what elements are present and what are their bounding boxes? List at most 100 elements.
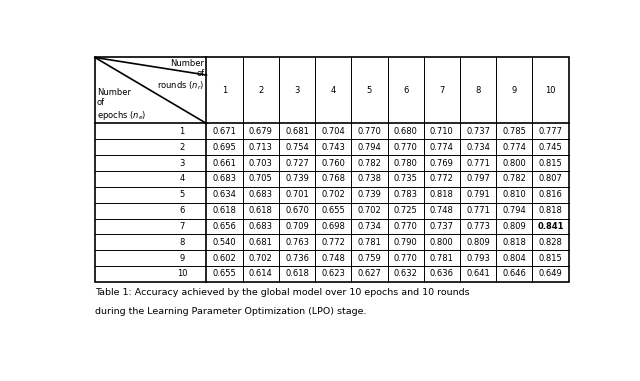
Text: 9: 9 bbox=[179, 254, 184, 263]
Text: 0.770: 0.770 bbox=[394, 143, 417, 152]
Text: 0.736: 0.736 bbox=[285, 254, 309, 263]
Text: 0.783: 0.783 bbox=[394, 190, 418, 199]
Text: 0.810: 0.810 bbox=[502, 190, 526, 199]
Text: 3: 3 bbox=[294, 86, 300, 95]
Text: 0.770: 0.770 bbox=[358, 127, 381, 136]
Text: 8: 8 bbox=[476, 86, 481, 95]
Text: 0.713: 0.713 bbox=[249, 143, 273, 152]
Text: 10: 10 bbox=[545, 86, 556, 95]
Text: 0.774: 0.774 bbox=[430, 143, 454, 152]
Text: 0.602: 0.602 bbox=[212, 254, 236, 263]
Text: 0.771: 0.771 bbox=[466, 158, 490, 168]
Text: 0.649: 0.649 bbox=[539, 269, 563, 279]
Text: 0.763: 0.763 bbox=[285, 238, 309, 247]
Text: 0.737: 0.737 bbox=[466, 127, 490, 136]
Text: 0.623: 0.623 bbox=[321, 269, 345, 279]
Text: 0.777: 0.777 bbox=[538, 127, 563, 136]
Text: 0.793: 0.793 bbox=[466, 254, 490, 263]
Text: 0.618: 0.618 bbox=[285, 269, 309, 279]
Text: 0.670: 0.670 bbox=[285, 206, 309, 215]
Text: 0.760: 0.760 bbox=[321, 158, 345, 168]
Text: 0.771: 0.771 bbox=[466, 206, 490, 215]
Text: 0.725: 0.725 bbox=[394, 206, 417, 215]
Text: 0.773: 0.773 bbox=[466, 222, 490, 231]
Text: 0.769: 0.769 bbox=[430, 158, 454, 168]
Text: 0.695: 0.695 bbox=[212, 143, 236, 152]
Text: 0.804: 0.804 bbox=[502, 254, 526, 263]
Text: 0.709: 0.709 bbox=[285, 222, 309, 231]
Text: 0.781: 0.781 bbox=[430, 254, 454, 263]
Text: 0.701: 0.701 bbox=[285, 190, 309, 199]
Text: 1: 1 bbox=[179, 127, 184, 136]
Text: 0.815: 0.815 bbox=[539, 254, 563, 263]
Text: 0.809: 0.809 bbox=[466, 238, 490, 247]
Text: 0.655: 0.655 bbox=[321, 206, 345, 215]
Text: 0.828: 0.828 bbox=[538, 238, 563, 247]
Text: 0.800: 0.800 bbox=[502, 158, 526, 168]
Text: 0.683: 0.683 bbox=[249, 190, 273, 199]
Text: 0.679: 0.679 bbox=[249, 127, 273, 136]
Text: 0.781: 0.781 bbox=[358, 238, 381, 247]
Text: 0.841: 0.841 bbox=[537, 222, 564, 231]
Text: 0.681: 0.681 bbox=[285, 127, 309, 136]
Text: 0.818: 0.818 bbox=[538, 206, 563, 215]
Text: 0.794: 0.794 bbox=[502, 206, 526, 215]
Text: 4: 4 bbox=[179, 174, 184, 183]
Text: 0.782: 0.782 bbox=[502, 174, 526, 183]
Text: 0.681: 0.681 bbox=[249, 238, 273, 247]
Text: during the Learning Parameter Optimization (LPO) stage.: during the Learning Parameter Optimizati… bbox=[95, 307, 366, 316]
Text: 0.683: 0.683 bbox=[212, 174, 237, 183]
Text: 0.680: 0.680 bbox=[394, 127, 417, 136]
Text: 0.809: 0.809 bbox=[502, 222, 526, 231]
Text: 0.540: 0.540 bbox=[212, 238, 236, 247]
Text: 0.791: 0.791 bbox=[466, 190, 490, 199]
Text: 8: 8 bbox=[179, 238, 184, 247]
Text: 0.702: 0.702 bbox=[249, 254, 273, 263]
Text: 0.774: 0.774 bbox=[502, 143, 526, 152]
Text: 0.702: 0.702 bbox=[358, 206, 381, 215]
Text: 0.671: 0.671 bbox=[212, 127, 237, 136]
Text: 0.772: 0.772 bbox=[430, 174, 454, 183]
Text: 0.737: 0.737 bbox=[430, 222, 454, 231]
Text: 0.748: 0.748 bbox=[430, 206, 454, 215]
Text: 0.614: 0.614 bbox=[249, 269, 273, 279]
Text: 0.759: 0.759 bbox=[358, 254, 381, 263]
Text: 0.794: 0.794 bbox=[358, 143, 381, 152]
Text: 0.738: 0.738 bbox=[357, 174, 381, 183]
Text: 6: 6 bbox=[403, 86, 408, 95]
Text: 0.816: 0.816 bbox=[538, 190, 563, 199]
Text: 2: 2 bbox=[179, 143, 184, 152]
Text: 0.727: 0.727 bbox=[285, 158, 309, 168]
Text: 7: 7 bbox=[439, 86, 445, 95]
Text: 0.618: 0.618 bbox=[249, 206, 273, 215]
Text: 0.618: 0.618 bbox=[212, 206, 237, 215]
Text: 0.768: 0.768 bbox=[321, 174, 345, 183]
Text: 0.748: 0.748 bbox=[321, 254, 345, 263]
Text: 0.800: 0.800 bbox=[430, 238, 454, 247]
Text: 0.704: 0.704 bbox=[321, 127, 345, 136]
Text: 10: 10 bbox=[177, 269, 187, 279]
Text: Table 1: Accuracy achieved by the global model over 10 epochs and 10 rounds: Table 1: Accuracy achieved by the global… bbox=[95, 288, 470, 297]
Text: 5: 5 bbox=[179, 190, 184, 199]
Text: 0.782: 0.782 bbox=[358, 158, 381, 168]
Text: 0.683: 0.683 bbox=[249, 222, 273, 231]
Text: 0.646: 0.646 bbox=[502, 269, 526, 279]
Text: 0.734: 0.734 bbox=[358, 222, 381, 231]
Text: 0.780: 0.780 bbox=[394, 158, 417, 168]
Text: 0.743: 0.743 bbox=[321, 143, 345, 152]
Text: 0.815: 0.815 bbox=[539, 158, 563, 168]
Text: 0.790: 0.790 bbox=[394, 238, 417, 247]
Text: 3: 3 bbox=[179, 158, 184, 168]
Text: 0.745: 0.745 bbox=[539, 143, 563, 152]
Text: 7: 7 bbox=[179, 222, 184, 231]
Text: 0.754: 0.754 bbox=[285, 143, 309, 152]
Text: 0.818: 0.818 bbox=[502, 238, 526, 247]
Text: 0.807: 0.807 bbox=[538, 174, 563, 183]
Text: 0.735: 0.735 bbox=[394, 174, 417, 183]
Text: 0.656: 0.656 bbox=[212, 222, 237, 231]
Text: 0.634: 0.634 bbox=[212, 190, 237, 199]
Text: 5: 5 bbox=[367, 86, 372, 95]
Text: Number
of
epochs $(n_e)$: Number of epochs $(n_e)$ bbox=[97, 88, 147, 122]
Text: Number
of
rounds $(n_r)$: Number of rounds $(n_r)$ bbox=[157, 59, 205, 92]
Text: 0.739: 0.739 bbox=[358, 190, 381, 199]
